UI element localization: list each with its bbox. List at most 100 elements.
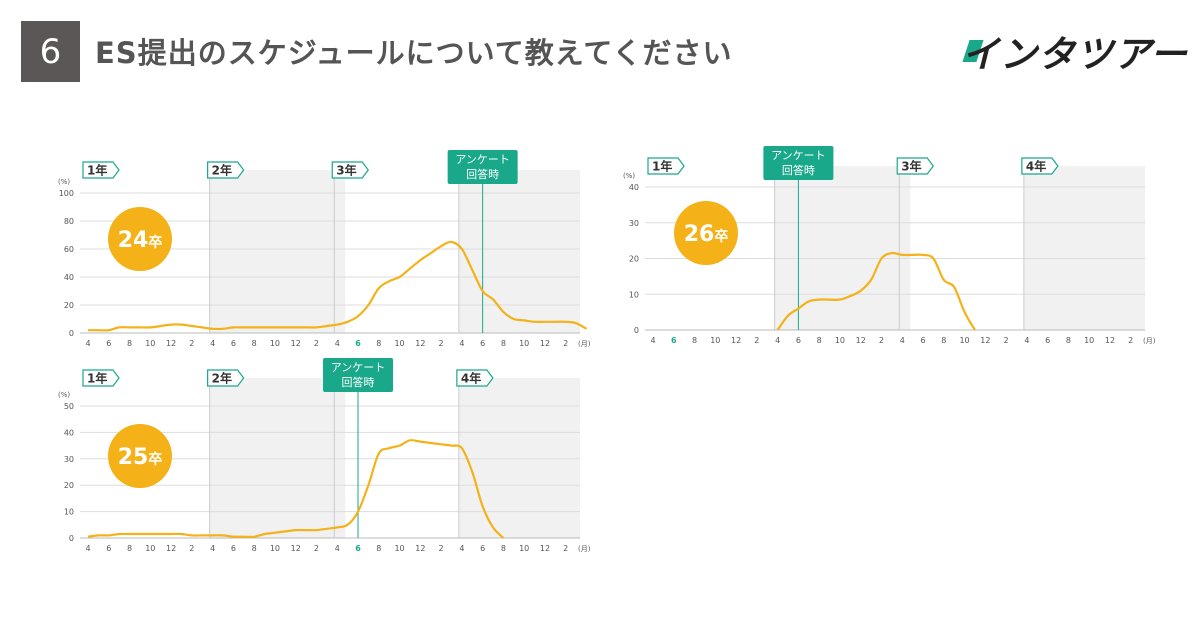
chart24-x-unit: (月) [578,340,591,348]
chart25-y-unit: (%) [58,391,70,399]
chart24-x-tick: 4 [85,339,90,348]
chart24-y-unit: (%) [58,178,70,186]
chart26-survey-label1: アンケート [771,149,826,162]
chart26-shaded-band [1023,166,1145,330]
chart26-x-tick: 8 [941,336,946,345]
chart25-year-tag-shape [82,369,120,387]
chart26-x-tick: 10 [959,336,969,345]
chart26-x-tick: 12 [856,336,866,345]
chart25-y-tick: 40 [64,428,74,437]
chart25-y-tick: 0 [69,534,74,543]
chart24-badge-circle [108,207,172,271]
chart24-year-tag-label: 3年 [336,163,356,178]
chart24-x-tick: 12 [291,339,301,348]
chart24-x-tick: 10 [394,339,404,348]
chart24-x-tick: 2 [563,339,568,348]
chart25-x-tick: 12 [540,544,550,553]
chart25-x-unit: (月) [578,545,591,553]
chart24-x-tick: 8 [252,339,257,348]
chart24-year-tag-shape [331,161,369,179]
chart26-x-unit: (月) [1143,337,1156,345]
chart25-year-tag-label: 1年 [87,371,107,386]
chart25-badge-label: 25卒 [118,445,163,470]
chart24-x-tick: 8 [376,339,381,348]
chart25-x-tick: 12 [291,544,301,553]
chart26-x-tick: 10 [1084,336,1094,345]
chart24-x-tick: 8 [501,339,506,348]
chart24-shaded-band [458,170,580,333]
chart24-year-badge: 24卒 [108,207,172,271]
logo: インタツアー [962,33,1188,76]
chart26-year-tag-shape [896,157,934,175]
chart25-x-tick: 4 [459,544,464,553]
chart24-x-tick: 6 [106,339,111,348]
chart25-x-tick: 10 [270,544,280,553]
chart25-x-tick: 2 [563,544,568,553]
chart26-y-tick: 30 [629,219,639,228]
chart25-survey-label1: アンケート [331,361,386,374]
chart26-year-tag-shape [647,157,685,175]
chart25-year-badge: 25卒 [108,424,172,488]
chart26-x-tick: 6 [796,336,801,345]
chart26-x-tick: 4 [650,336,655,345]
chart26-x-tick: 2 [1004,336,1009,345]
chart25-y-tick: 50 [64,402,74,411]
chart26-y-unit: (%) [623,172,635,180]
chart26-x-tick: 8 [817,336,822,345]
chart25-x-tick: 10 [145,544,155,553]
chart26-year-tag-label: 4年 [1026,159,1046,174]
chart24-y-tick: 100 [59,189,74,198]
chart26-x-tick: 8 [1066,336,1071,345]
chart26-y-tick: 0 [634,326,639,335]
chart25: 01020304050(%)1年2年3年4年468101224681012246… [58,358,591,553]
chart25-x-tick: 2 [314,544,319,553]
chart25-x-tick: 8 [252,544,257,553]
chart24-year-tag-shape [82,161,120,179]
chart24-year-tag: 1年 [82,161,120,179]
chart24-year-tag-shape [207,161,245,179]
chart25-x-tick: 6 [106,544,111,553]
chart24-x-tick: 2 [439,339,444,348]
chart24-x-tick: 4 [335,339,340,348]
chart25-x-tick: 8 [501,544,506,553]
chart24: 020406080100(%)1年2年3年4年46810122468101224… [58,150,591,348]
chart24-series-line [88,240,588,332]
chart24-x-tick: 12 [540,339,550,348]
chart26-x-tick: 10 [835,336,845,345]
chart24-x-tick: 2 [189,339,194,348]
chart26-year-badge: 26卒 [674,201,738,265]
chart26-year-tag-label: 1年 [652,159,672,174]
chart24-x-tick: 12 [415,339,425,348]
chart24-badge-label: 24卒 [118,228,163,253]
chart24-x-tick: 6 [480,339,485,348]
chart25-x-tick: 6 [355,544,361,553]
chart26-y-tick: 10 [629,290,639,299]
chart24-x-tick: 6 [355,339,361,348]
chart24-y-tick: 40 [64,273,74,282]
chart24-x-tick: 6 [231,339,236,348]
chart25-x-tick: 4 [210,544,215,553]
chart24-shaded-band [209,170,346,333]
chart26-year-tag-label: 3年 [901,159,921,174]
chart26-survey-box [763,146,834,180]
chart24-x-tick: 10 [270,339,280,348]
chart26-shaded-band [774,166,911,330]
chart25-x-tick: 4 [85,544,90,553]
chart25-x-tick: 6 [231,544,236,553]
chart26-x-tick: 6 [1045,336,1050,345]
chart26-x-tick: 6 [920,336,925,345]
chart24-y-tick: 60 [64,245,74,254]
chart25-y-tick: 20 [64,481,74,490]
chart25-year-tag-label: 2年 [212,371,232,386]
chart25-y-tick: 30 [64,455,74,464]
chart25-badge-circle [108,424,172,488]
chart24-year-tag-label: 2年 [212,163,232,178]
chart26-x-tick: 10 [710,336,720,345]
chart24-y-tick: 20 [64,301,74,310]
chart26-series-line [776,251,976,331]
chart26-y-tick: 40 [629,183,639,192]
chart25-year-tag: 2年 [207,369,245,387]
chart26-year-tag: 3年 [896,157,934,175]
chart25-shaded-band [209,378,346,538]
